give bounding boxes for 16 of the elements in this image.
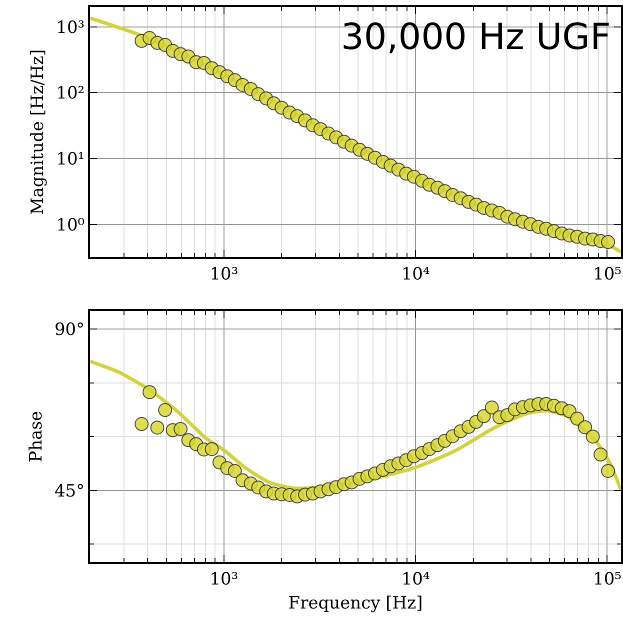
annotation: 30,000 Hz UGF — [341, 17, 611, 58]
y-tick-label: 10¹ — [56, 150, 85, 170]
x-tick-label: 10³ — [210, 264, 238, 284]
y-axis-title: Phase — [26, 410, 47, 462]
x-tick-label: 10⁴ — [401, 264, 430, 284]
x-axis-title: Frequency [Hz] — [288, 593, 423, 614]
y-tick-label: 10³ — [56, 18, 85, 38]
y-tick-label: 90° — [54, 320, 85, 340]
y-tick-label: 10⁰ — [56, 215, 85, 236]
x-tick-label: 10⁴ — [401, 569, 430, 590]
x-tick-label: 10⁵ — [592, 569, 622, 590]
x-tick-label: 10³ — [210, 569, 238, 590]
y-tick-label: 45° — [54, 481, 85, 502]
y-tick-label: 10² — [56, 84, 85, 104]
x-tick-label: 10⁵ — [592, 264, 622, 284]
y-axis-title: Magnitude [Hz/Hz] — [28, 49, 48, 215]
